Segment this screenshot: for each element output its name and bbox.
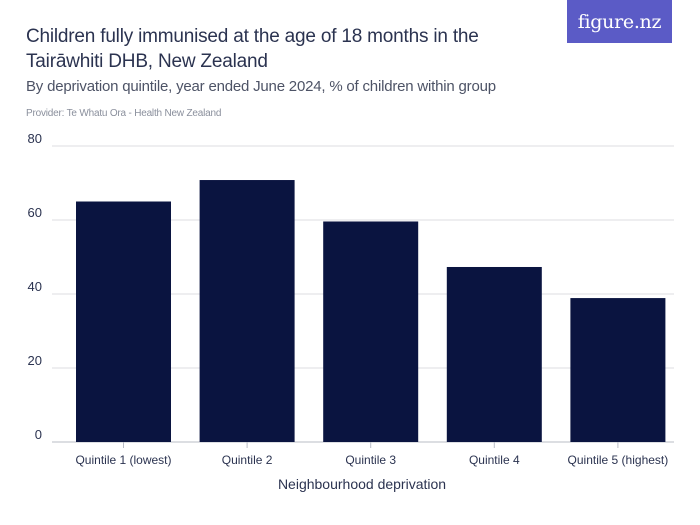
bar[interactable]	[199, 180, 295, 443]
x-tick-label: Quintile 4	[469, 453, 520, 467]
chart-subtitle: By deprivation quintile, year ended June…	[26, 78, 496, 95]
y-tick-label: 80	[28, 131, 42, 146]
y-tick-label: 60	[28, 205, 42, 220]
x-tick-label: Quintile 3	[345, 453, 396, 467]
bar[interactable]	[446, 266, 542, 442]
bar[interactable]	[323, 221, 419, 442]
figure-nz-logo[interactable]: figure.nz	[567, 0, 672, 43]
y-tick-label: 20	[28, 353, 42, 368]
y-tick-label: 40	[28, 279, 42, 294]
x-tick-label: Quintile 5 (highest)	[568, 453, 669, 467]
data-provider: Provider: Te Whatu Ora - Health New Zeal…	[26, 108, 222, 119]
x-axis-title: Neighbourhood deprivation	[278, 476, 446, 492]
y-tick-label: 0	[35, 427, 42, 442]
chart-title: Children fully immunised at the age of 1…	[26, 26, 479, 72]
bar[interactable]	[76, 201, 171, 443]
bar[interactable]	[570, 298, 666, 442]
x-tick-label: Quintile 1 (lowest)	[75, 453, 171, 467]
x-tick-label: Quintile 2	[222, 453, 273, 467]
